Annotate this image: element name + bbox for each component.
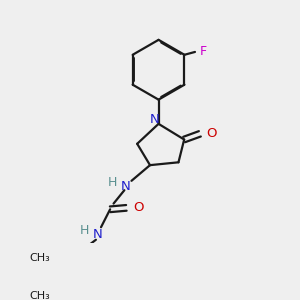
Text: N: N — [121, 180, 131, 193]
Text: H: H — [80, 224, 89, 237]
Text: N: N — [92, 228, 102, 242]
Text: N: N — [149, 113, 159, 126]
Text: CH₃: CH₃ — [29, 291, 50, 300]
Text: O: O — [206, 127, 217, 140]
Text: H: H — [108, 176, 117, 189]
Text: CH₃: CH₃ — [29, 254, 50, 263]
Text: F: F — [200, 45, 206, 58]
Text: O: O — [134, 201, 144, 214]
